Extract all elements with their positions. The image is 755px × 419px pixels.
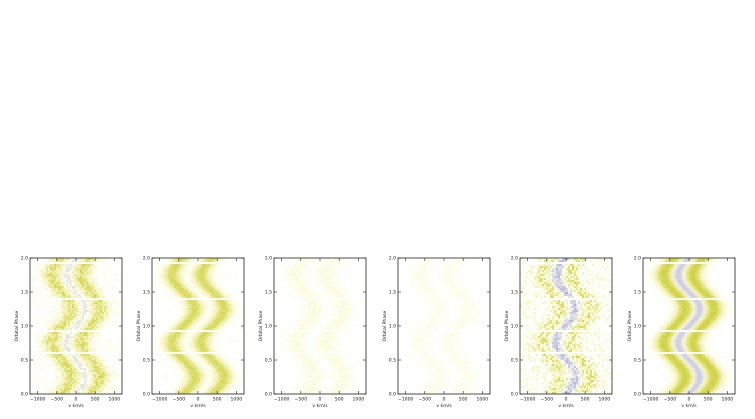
y-tick-label: 1.5	[265, 290, 272, 296]
y-tick-label: 2.0	[21, 256, 28, 262]
x-tick-label: 500	[459, 397, 468, 403]
y-tick-label: 0.0	[143, 392, 150, 398]
x-tick-label: 500	[335, 397, 344, 403]
x-tick-label: 0	[197, 397, 200, 403]
heatmap-cells	[398, 258, 491, 395]
y-tick-label: 2.0	[143, 256, 150, 262]
x-tick-label: −1000	[274, 397, 290, 403]
y-tick-label: 1.0	[143, 324, 150, 330]
y-tick-label: 2.0	[511, 256, 518, 262]
y-tick-label: 1.0	[389, 324, 396, 330]
x-tick-label: −500	[295, 397, 308, 403]
x-tick-label: 1000	[476, 397, 488, 403]
x-tick-label: 500	[91, 397, 100, 403]
y-tick-label: 0.5	[389, 358, 396, 364]
panel-4: −1000 −500 0 500 1000 0.0 0.5 1.0 1.5 2.0 v km/s Or…	[382, 256, 491, 409]
y-tick-label: 1.5	[511, 290, 518, 296]
x-tick-label: −500	[541, 397, 554, 403]
x-axis-title: v km/s	[190, 403, 206, 409]
y-tick-label: 1.5	[389, 290, 396, 296]
panel-2: −1000 −500 0 500 1000 0.0 0.5 1.0 1.5 2.0 v km/s Or…	[136, 256, 245, 409]
panel-3: −1000 −500 0 500 1000 0.0 0.5 1.0 1.5 2.0 v km/s Or…	[258, 256, 367, 409]
y-tick-label: 2.0	[634, 256, 641, 262]
y-tick-label: 0.5	[511, 358, 518, 364]
x-tick-label: 1000	[598, 397, 610, 403]
heatmap-cells	[152, 258, 245, 395]
y-tick-label: 1.5	[21, 290, 28, 296]
panel-5: −1000 −500 0 500 1000 0.0 0.5 1.0 1.5 2.0 v km/s Or…	[504, 256, 613, 409]
panel-6: −1000 −500 0 500 1000 0.0 0.5 1.0 1.5 2.0 v km/s Or…	[627, 256, 736, 409]
x-tick-label: −1000	[643, 397, 659, 403]
y-axis-title: Orbital Phase	[14, 310, 20, 341]
x-tick-label: −1000	[152, 397, 168, 403]
heatmap-cells	[520, 258, 613, 395]
x-tick-label: 0	[443, 397, 446, 403]
y-tick-label: 1.0	[21, 324, 28, 330]
y-tick-label: 0.5	[634, 358, 641, 364]
y-tick-label: 1.0	[511, 324, 518, 330]
y-tick-label: 1.0	[634, 324, 641, 330]
x-tick-label: 0	[75, 397, 78, 403]
x-tick-label: 0	[565, 397, 568, 403]
x-tick-label: −1000	[30, 397, 46, 403]
y-tick-label: 2.0	[389, 256, 396, 262]
y-axis-title: Orbital Phase	[382, 310, 388, 341]
x-axis-title: v km/s	[68, 403, 84, 409]
x-axis-title: v km/s	[436, 403, 452, 409]
y-tick-label: 0.5	[143, 358, 150, 364]
x-axis-title: v km/s	[558, 403, 574, 409]
y-tick-label: 0.0	[389, 392, 396, 398]
x-tick-label: 500	[213, 397, 222, 403]
y-tick-label: 0.0	[21, 392, 28, 398]
x-tick-label: −500	[419, 397, 432, 403]
x-tick-label: 0	[319, 397, 322, 403]
heatmap-cells	[274, 258, 367, 395]
x-axis-title: v km/s	[681, 403, 697, 409]
x-tick-label: 1000	[721, 397, 733, 403]
y-tick-label: 1.5	[143, 290, 150, 296]
y-tick-label: 0.5	[21, 358, 28, 364]
x-axis-title: v km/s	[312, 403, 328, 409]
x-tick-label: 1000	[230, 397, 242, 403]
heatmap-cells	[643, 258, 736, 395]
x-tick-label: −1000	[520, 397, 536, 403]
y-tick-label: 1.5	[634, 290, 641, 296]
x-tick-label: −500	[664, 397, 677, 403]
x-tick-label: −500	[173, 397, 186, 403]
panel-1: −1000 −500 0 500 1000 0.0 0.5 1.0 1.5 2.0 v km/s Or…	[14, 256, 123, 409]
x-tick-label: −1000	[398, 397, 414, 403]
heatmap-cells	[30, 258, 123, 395]
x-tick-label: 500	[581, 397, 590, 403]
y-axis-title: Orbital Phase	[504, 310, 510, 341]
y-axis-title: Orbital Phase	[136, 310, 142, 341]
y-tick-label: 1.0	[265, 324, 272, 330]
y-tick-label: 0.0	[511, 392, 518, 398]
x-tick-label: −500	[51, 397, 64, 403]
x-tick-label: 500	[704, 397, 713, 403]
y-tick-label: 0.5	[265, 358, 272, 364]
x-tick-label: 1000	[352, 397, 364, 403]
y-tick-label: 2.0	[265, 256, 272, 262]
y-axis-title: Orbital Phase	[258, 310, 264, 341]
y-tick-label: 0.0	[634, 392, 641, 398]
y-axis-title: Orbital Phase	[627, 310, 633, 341]
y-tick-label: 0.0	[265, 392, 272, 398]
x-tick-label: 1000	[108, 397, 120, 403]
x-tick-label: 0	[688, 397, 691, 403]
